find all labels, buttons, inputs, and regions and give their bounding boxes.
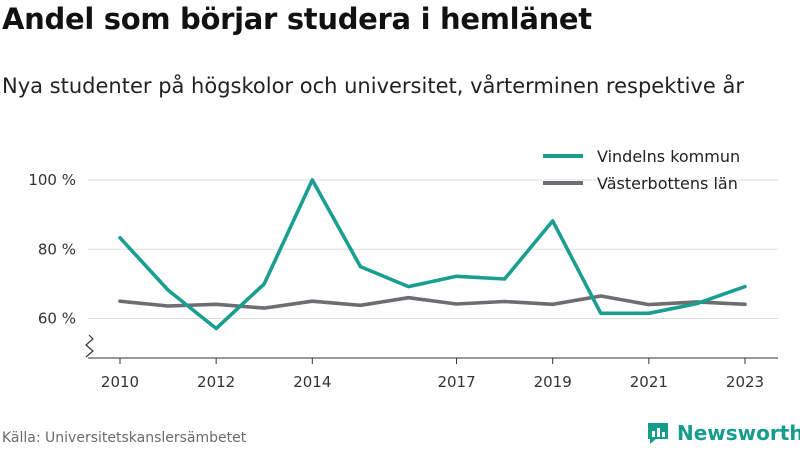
- legend-label: Vindelns kommun: [597, 147, 740, 166]
- chart-subtitle: Nya studenter på högskolor och universit…: [2, 74, 744, 98]
- x-tick-label: 2023: [726, 373, 764, 391]
- source-note: Källa: Universitetskanslersämbetet: [2, 430, 247, 446]
- y-tick-label: 60 %: [38, 310, 76, 328]
- x-tick-label: 2017: [437, 373, 475, 391]
- brand-logo: Newsworthy: [645, 420, 800, 446]
- brand-name: Newsworthy: [677, 421, 800, 445]
- x-tick-label: 2012: [197, 373, 235, 391]
- x-tick-label: 2014: [293, 373, 331, 391]
- series-line-vindelns-kommun: [118, 178, 747, 331]
- x-tick-label: 2010: [101, 373, 139, 391]
- y-tick-label: 100 %: [28, 171, 76, 189]
- series-line-v-sterbottens-l-n: [118, 294, 747, 310]
- legend-label: Västerbottens län: [597, 174, 738, 193]
- x-tick-label: 2021: [630, 373, 668, 391]
- chart-title: Andel som börjar studera i hemlänet: [2, 2, 592, 36]
- x-tick-label: 2019: [534, 373, 572, 391]
- y-tick-label: 80 %: [38, 240, 76, 258]
- axis-break-icon: [85, 334, 94, 358]
- newsworthy-logo-icon: [648, 423, 668, 444]
